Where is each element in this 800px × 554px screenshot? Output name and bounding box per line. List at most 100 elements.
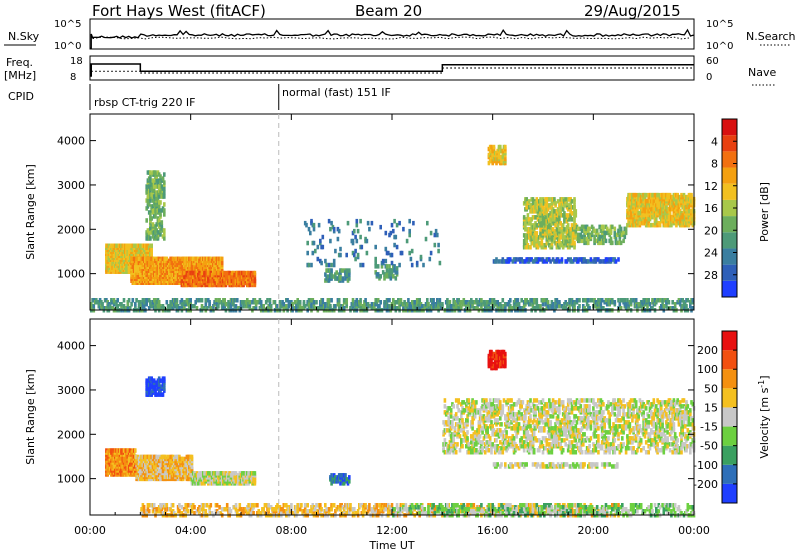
data-cell xyxy=(438,298,442,303)
data-cell xyxy=(390,260,394,266)
data-cell xyxy=(339,274,342,279)
data-cell xyxy=(651,306,654,311)
data-cell xyxy=(336,236,340,242)
data-cell xyxy=(329,226,332,232)
data-cell xyxy=(636,214,639,220)
data-cell xyxy=(161,176,165,181)
data-cell xyxy=(370,220,374,226)
data-cell xyxy=(147,306,151,311)
data-cell xyxy=(609,236,613,242)
data-cell xyxy=(394,276,398,281)
data-cell xyxy=(330,272,333,277)
data-cell xyxy=(568,304,571,309)
data-cell xyxy=(689,304,692,309)
data-cell xyxy=(556,199,560,204)
data-cell xyxy=(526,201,530,206)
data-cell xyxy=(107,255,111,260)
data-cell xyxy=(418,298,421,303)
data-cell xyxy=(354,256,357,262)
data-cell xyxy=(408,228,411,234)
data-cell xyxy=(306,250,309,256)
colorbar-swatch xyxy=(722,248,737,265)
data-cell xyxy=(594,304,598,309)
data-cell xyxy=(527,199,531,204)
freq-label-line1: Freq. xyxy=(6,56,33,69)
data-cell xyxy=(359,302,362,307)
data-cell xyxy=(535,197,539,202)
data-cell xyxy=(566,223,570,228)
data-cell xyxy=(602,224,605,230)
data-cell xyxy=(554,201,557,206)
data-cell xyxy=(577,232,580,238)
data-cell xyxy=(355,218,359,224)
data-cell xyxy=(590,230,594,236)
data-cell xyxy=(110,306,113,311)
data-cell xyxy=(339,252,342,258)
sky-left-label: N.Sky xyxy=(8,30,40,43)
freq-right-tick-top: 60 xyxy=(706,56,719,67)
data-cell xyxy=(672,200,676,206)
data-cell xyxy=(142,304,146,309)
data-cell xyxy=(185,298,189,303)
data-cell xyxy=(686,298,690,303)
freq-left-tick-top: 18 xyxy=(70,56,83,67)
data-cell xyxy=(558,209,561,214)
data-cell xyxy=(436,232,439,238)
sky-right-label: N.Search xyxy=(746,30,796,43)
data-cell xyxy=(556,223,560,228)
data-cell xyxy=(364,298,367,303)
data-cell xyxy=(330,268,333,273)
data-cell xyxy=(504,156,507,162)
data-cell xyxy=(150,216,153,221)
data-cell xyxy=(312,226,316,232)
data-cell xyxy=(553,197,556,202)
data-cell xyxy=(504,144,507,150)
data-cell xyxy=(638,302,642,307)
data-cell xyxy=(661,298,664,303)
nave-label: Nave xyxy=(748,66,776,79)
data-cell xyxy=(624,230,628,236)
data-cell xyxy=(354,234,357,240)
data-cell xyxy=(578,298,581,303)
data-cell xyxy=(241,300,244,305)
data-cell xyxy=(636,196,639,202)
data-cell xyxy=(636,210,639,216)
data-cell xyxy=(351,302,355,307)
data-cell xyxy=(604,298,608,303)
data-cell xyxy=(110,454,113,459)
data-cell xyxy=(587,240,590,246)
data-cell xyxy=(560,207,564,212)
data-cell xyxy=(312,240,316,246)
data-cell xyxy=(409,256,413,262)
colorbar-tick-label: 20 xyxy=(704,224,718,237)
data-cell xyxy=(398,300,401,305)
data-cell xyxy=(393,242,396,248)
data-cell xyxy=(385,268,389,273)
freq-panel: Freq. [MHz] 18 8 60 0 Nave xyxy=(4,55,776,86)
data-cell xyxy=(561,207,565,212)
data-cell xyxy=(359,298,362,303)
data-cell xyxy=(655,216,658,222)
data-cell xyxy=(590,298,594,303)
data-cell xyxy=(546,300,550,305)
data-cell xyxy=(629,298,633,303)
power-scatter xyxy=(90,144,696,313)
data-cell xyxy=(433,242,437,248)
data-cell xyxy=(626,298,629,303)
data-cell xyxy=(220,256,224,262)
data-cell xyxy=(410,248,414,254)
data-cell xyxy=(359,234,362,240)
data-cell xyxy=(651,298,654,303)
data-cell xyxy=(437,300,440,305)
data-cell xyxy=(366,220,370,226)
data-cell xyxy=(437,248,440,254)
data-cell xyxy=(149,212,152,217)
data-cell xyxy=(539,304,542,309)
data-cell xyxy=(316,256,320,262)
data-cell xyxy=(218,298,221,303)
data-cell xyxy=(564,197,567,202)
data-cell xyxy=(495,257,498,262)
data-cell xyxy=(332,262,336,268)
data-cell xyxy=(175,298,179,303)
data-cell xyxy=(524,245,527,250)
